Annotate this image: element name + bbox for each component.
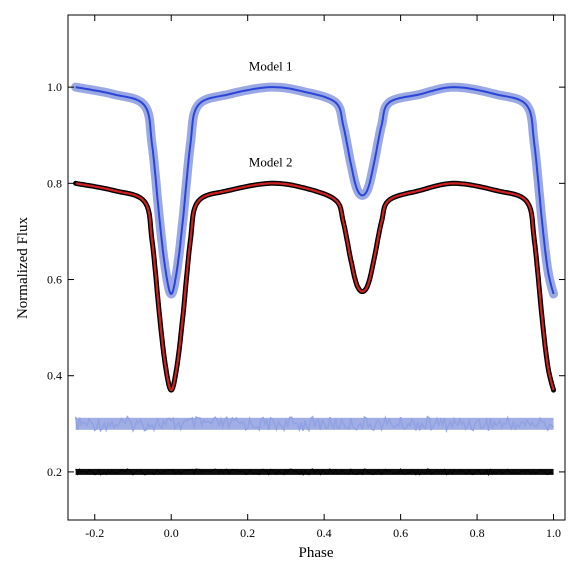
- residual-scatter: [75, 467, 554, 477]
- observed-points: [73, 180, 556, 393]
- x-axis-label: Phase: [299, 545, 334, 561]
- series-2: [75, 86, 555, 295]
- y-tick-label: 0.6: [47, 273, 62, 287]
- y-tick-label: 0.4: [47, 369, 62, 383]
- x-tick-label: 1.0: [546, 526, 561, 540]
- annotation-model-1: Model 1: [249, 58, 293, 73]
- x-tick-label: 0.4: [317, 526, 332, 540]
- x-tick-label: 0.8: [470, 526, 485, 540]
- y-axis-label: Normalized Flux: [15, 216, 31, 319]
- y-tick-label: 1.0: [47, 80, 62, 94]
- y-axis: 0.2 0.4 0.6 0.8 1.0: [47, 80, 565, 479]
- series-layer: [71, 82, 558, 477]
- series-6: [75, 467, 554, 477]
- y-tick-label: 0.2: [47, 465, 62, 479]
- x-tick-label: -0.2: [85, 526, 104, 540]
- x-tick-label: 0.0: [164, 526, 179, 540]
- x-tick-label: 0.6: [393, 526, 408, 540]
- series-5: [74, 415, 555, 434]
- series-3: [73, 180, 556, 393]
- residual-band: [75, 468, 554, 475]
- y-tick-label: 0.8: [47, 176, 62, 190]
- x-tick-label: 0.2: [240, 526, 255, 540]
- model-fit-line: [75, 182, 555, 392]
- model-fit-line: [75, 86, 555, 295]
- annotation-model-2: Model 2: [249, 155, 293, 170]
- series-4: [75, 182, 555, 392]
- plot-frame: [67, 14, 566, 521]
- x-axis: -0.2 0.0 0.2 0.4 0.6 0.8 1.0: [85, 15, 561, 540]
- residual-scatter: [74, 415, 555, 434]
